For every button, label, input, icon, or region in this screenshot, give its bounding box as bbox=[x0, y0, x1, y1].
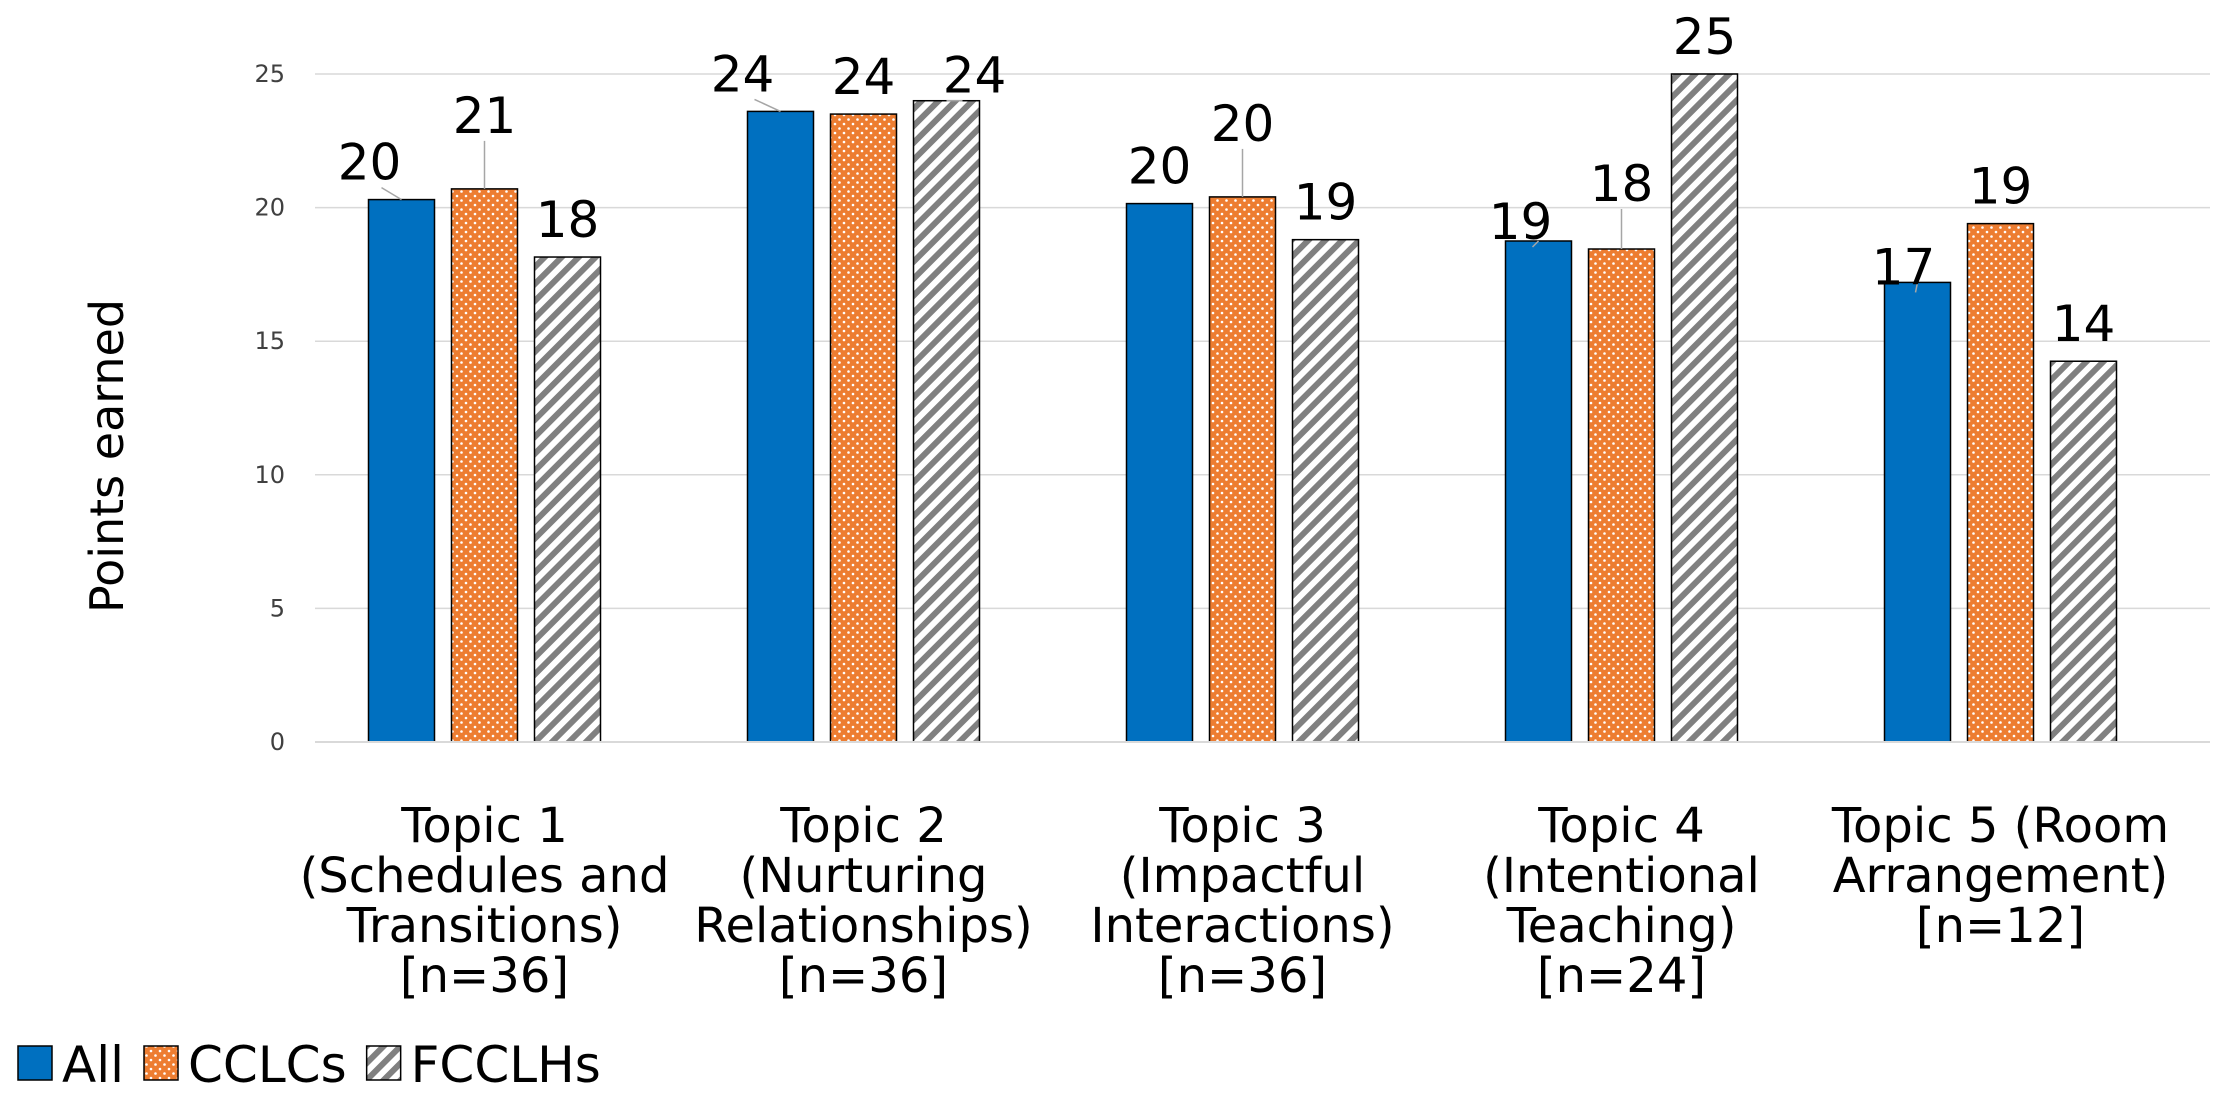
legend-swatch-fcclhs bbox=[365, 1045, 402, 1081]
data-label-all-topic-3: 20 bbox=[1128, 138, 1192, 196]
data-label-leader-line bbox=[1531, 240, 1540, 248]
bar-all-topic-5 bbox=[1883, 281, 1952, 743]
legend-label-all: All bbox=[62, 1036, 124, 1094]
bar-fcclhs-topic-2 bbox=[912, 99, 981, 743]
x-category-label-line: Transitions) bbox=[346, 898, 623, 954]
bar-all-topic-4 bbox=[1504, 240, 1573, 743]
bar-all-topic-3 bbox=[1125, 202, 1194, 743]
data-label-cclcs-topic-5: 19 bbox=[1969, 158, 2033, 216]
legend: All CCLCs FCCLHs bbox=[17, 1036, 601, 1094]
data-label-fcclhs-topic-4: 25 bbox=[1673, 8, 1737, 66]
bar-fcclhs-topic-3 bbox=[1291, 238, 1360, 743]
bar-fcclhs-topic-4 bbox=[1670, 73, 1739, 743]
x-category-label-line: Relationships) bbox=[694, 898, 1032, 954]
y-tick-label: 25 bbox=[254, 60, 285, 88]
x-category-label-line: Topic 4 bbox=[1537, 798, 1705, 854]
x-category-label-line: [n=36] bbox=[779, 948, 948, 1004]
legend-swatch-cclcs bbox=[143, 1045, 179, 1081]
y-tick-label: 15 bbox=[254, 327, 285, 355]
x-category-label-line: Teaching) bbox=[1506, 898, 1737, 954]
bar-cclcs-topic-1 bbox=[450, 188, 519, 743]
data-labels: 20 21 18 24 24 24 20 20 19 19 18 25 17 19 14 bbox=[338, 8, 2116, 353]
y-axis-title: Points earned bbox=[80, 299, 134, 613]
x-category-label-line: Topic 3 bbox=[1158, 798, 1326, 854]
data-label-fcclhs-topic-2: 24 bbox=[943, 47, 1007, 105]
data-label-cclcs-topic-4: 18 bbox=[1590, 155, 1654, 213]
x-category-label-topic-1: Topic 1 (Schedules and Transitions) [n=36] bbox=[300, 798, 670, 1004]
data-label-all-topic-5: 17 bbox=[1872, 238, 1936, 296]
bar-cclcs-topic-2 bbox=[829, 113, 898, 743]
bar-cclcs-topic-3 bbox=[1208, 196, 1277, 743]
x-category-label-line: [n=12] bbox=[1916, 898, 2085, 954]
x-category-label-line: Topic 5 (Room bbox=[1831, 798, 2169, 854]
x-category-label-line: (Nurturing bbox=[740, 848, 988, 904]
y-tick-label: 20 bbox=[254, 194, 285, 222]
x-category-label-line: (Schedules and bbox=[300, 848, 670, 904]
bar-cclcs-topic-4 bbox=[1587, 248, 1656, 743]
x-category-label-topic-3: Topic 3 (Impactful Interactions) [n=36] bbox=[1090, 798, 1394, 1004]
legend-label-cclcs: CCLCs bbox=[188, 1036, 347, 1094]
data-label-leader-line bbox=[754, 98, 781, 113]
axes: 0 5 10 15 20 25 Points earned Topic 1 (Schedules… bbox=[80, 60, 2210, 1004]
x-category-label-line: Interactions) bbox=[1090, 898, 1394, 954]
x-category-label-topic-2: Topic 2 (Nurturing Relationships) [n=36] bbox=[694, 798, 1032, 1004]
x-category-label-line: Arrangement) bbox=[1833, 848, 2169, 904]
data-label-all-topic-4: 19 bbox=[1489, 193, 1553, 251]
bar-fcclhs-topic-1 bbox=[533, 256, 602, 743]
data-label-cclcs-topic-3: 20 bbox=[1211, 95, 1275, 153]
x-category-label-line: [n=36] bbox=[1158, 948, 1327, 1004]
data-label-cclcs-topic-2: 24 bbox=[832, 48, 896, 106]
data-label-cclcs-topic-1: 21 bbox=[453, 87, 517, 145]
x-category-label-line: Topic 1 bbox=[400, 798, 568, 854]
data-label-fcclhs-topic-3: 19 bbox=[1294, 174, 1358, 232]
data-label-fcclhs-topic-1: 18 bbox=[536, 191, 600, 249]
y-tick-label: 0 bbox=[270, 728, 285, 756]
legend-swatch-all bbox=[17, 1045, 53, 1081]
x-category-label-line: [n=36] bbox=[400, 948, 569, 1004]
x-category-label-topic-5: Topic 5 (Room Arrangement) [n=12] bbox=[1831, 798, 2169, 954]
bar-all-topic-1 bbox=[367, 198, 436, 743]
bar-fcclhs-topic-5 bbox=[2049, 360, 2118, 743]
data-label-all-topic-2: 24 bbox=[711, 45, 775, 103]
y-tick-label: 5 bbox=[270, 594, 285, 622]
data-label-all-topic-1: 20 bbox=[338, 134, 402, 192]
y-tick-label: 10 bbox=[254, 461, 285, 489]
x-category-label-topic-4: Topic 4 (Intentional Teaching) [n=24] bbox=[1483, 798, 1760, 1004]
bar-cclcs-topic-5 bbox=[1966, 222, 2035, 743]
bar-all-topic-2 bbox=[746, 110, 815, 743]
x-category-label-line: (Intentional bbox=[1483, 848, 1760, 904]
x-category-label-line: (Impactful bbox=[1120, 848, 1365, 904]
data-label-fcclhs-topic-5: 14 bbox=[2052, 295, 2116, 353]
x-category-label-line: Topic 2 bbox=[779, 798, 947, 854]
data-label-leader-line bbox=[1914, 282, 1919, 293]
legend-label-fcclhs: FCCLHs bbox=[411, 1036, 601, 1094]
x-category-label-line: [n=24] bbox=[1537, 948, 1706, 1004]
data-label-leader-line bbox=[381, 186, 402, 201]
